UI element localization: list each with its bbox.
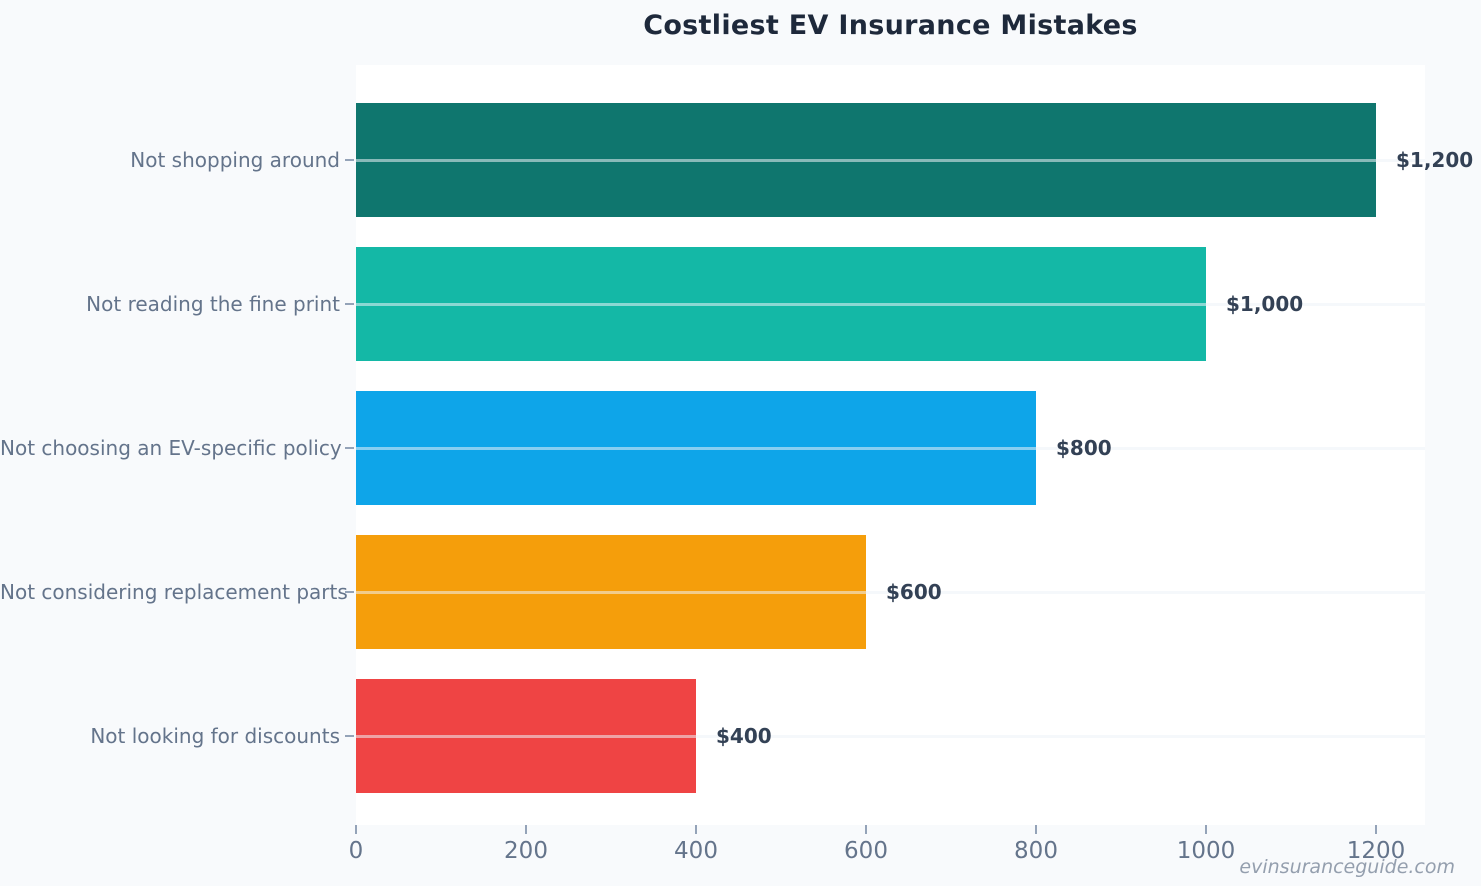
- category-label: Not shopping around: [130, 148, 340, 172]
- chart-title: Costliest EV Insurance Mistakes: [643, 10, 1138, 41]
- bar-value-label: $1,000: [1226, 292, 1304, 316]
- x-tick-label: 1000: [1176, 838, 1236, 864]
- category-label: Not choosing an EV-specific policy: [0, 436, 342, 460]
- y-tick-mark: [345, 447, 354, 449]
- x-tick-mark: [1205, 825, 1207, 834]
- x-tick-label: 400: [674, 838, 718, 864]
- y-tick-mark: [345, 735, 354, 737]
- category-label: Not considering replacement parts: [0, 580, 348, 604]
- x-tick-mark: [695, 825, 697, 834]
- watermark-text: evinsuranceguide.com: [1239, 856, 1455, 878]
- y-tick-mark: [345, 159, 354, 161]
- x-tick-mark: [1035, 825, 1037, 834]
- row-gridline: [356, 447, 1425, 450]
- category-label: Not looking for discounts: [90, 724, 340, 748]
- x-tick-label: 200: [504, 838, 548, 864]
- x-tick-label: 800: [1014, 838, 1058, 864]
- row-gridline: [356, 303, 1425, 306]
- plot-area: $1,200 $1,000 $800 $600 $400: [356, 65, 1473, 825]
- x-tick-mark: [1375, 825, 1377, 834]
- y-tick-mark: [345, 591, 354, 593]
- x-tick-mark: [355, 825, 357, 834]
- x-tick-label: 1200: [1346, 838, 1406, 864]
- row-gridline: [356, 735, 1425, 738]
- bar-value-label: $600: [886, 580, 942, 604]
- row-gridline: [356, 591, 1425, 594]
- x-tick-label: 600: [844, 838, 888, 864]
- row-gridline: [356, 159, 1425, 162]
- x-tick-mark: [525, 825, 527, 834]
- x-tick-label: 0: [348, 838, 364, 864]
- bar-value-label: $400: [716, 724, 772, 748]
- bar-value-label: $800: [1056, 436, 1112, 460]
- x-tick-mark: [865, 825, 867, 834]
- y-axis-labels: Not shopping around Not reading the fine …: [0, 0, 348, 886]
- category-label: Not reading the fine print: [86, 292, 340, 316]
- bar-value-label: $1,200: [1396, 148, 1474, 172]
- y-tick-mark: [345, 303, 354, 305]
